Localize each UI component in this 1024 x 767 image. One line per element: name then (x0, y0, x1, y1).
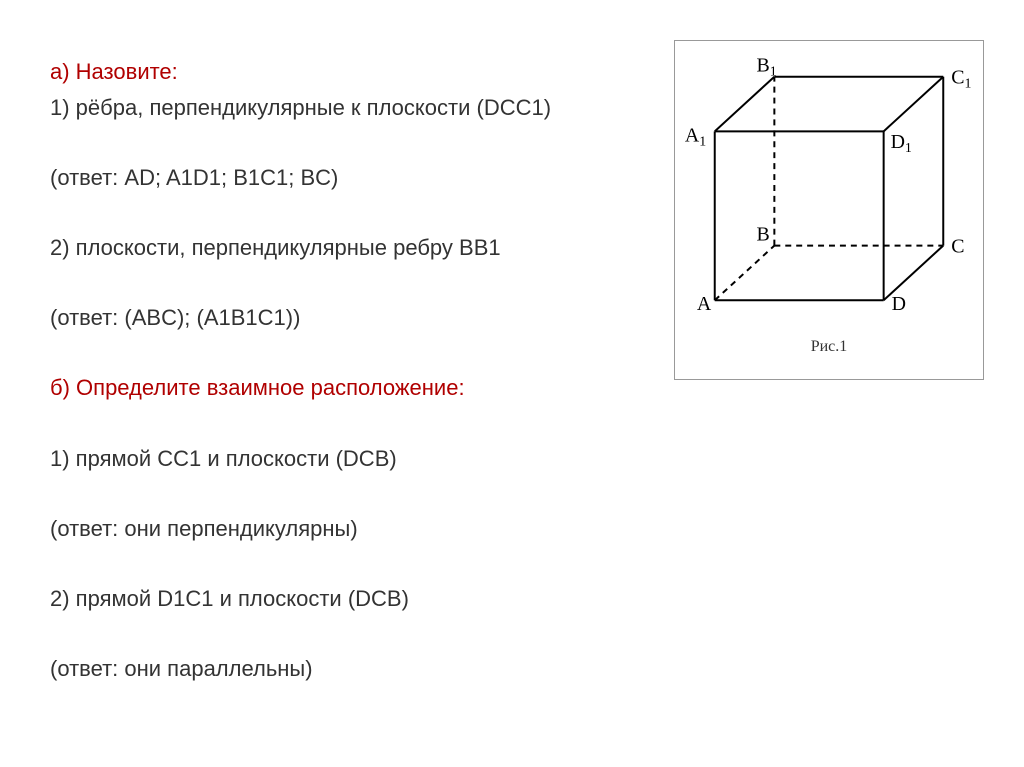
cube-diagram: A D B C A1 D1 B1 C1 (675, 41, 983, 331)
vertex-label-D1: D1 (891, 131, 912, 156)
vertex-label-B1: B1 (756, 55, 776, 80)
vertex-label-A: A (697, 293, 712, 315)
figure-cube: A D B C A1 D1 B1 C1 Рис.1 (674, 40, 984, 380)
edge-D1-C1 (884, 77, 944, 132)
edge-D-C (884, 246, 944, 301)
question-3: 1) прямой CC1 и плоскости (DCB) (50, 442, 984, 476)
vertex-label-D: D (892, 293, 906, 315)
edge-A-B (715, 246, 775, 301)
vertex-label-A1: A1 (685, 124, 706, 149)
answer-4: (ответ: они параллельны) (50, 652, 984, 686)
question-4: 2) прямой D1C1 и плоскости (DCB) (50, 582, 984, 616)
vertex-label-C: C (951, 236, 964, 258)
edge-B1-A1 (715, 77, 775, 132)
figure-caption: Рис.1 (675, 338, 983, 356)
vertex-label-B: B (756, 224, 769, 246)
vertex-label-C1: C1 (951, 67, 971, 92)
answer-3: (ответ: они перпендикулярны) (50, 512, 984, 546)
